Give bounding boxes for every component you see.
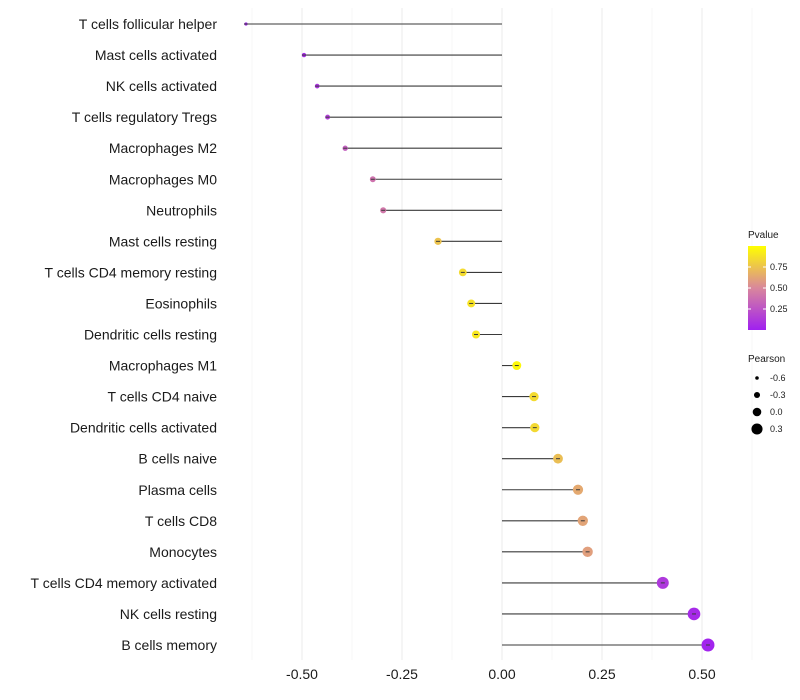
category-label-macrophages-m2: Macrophages M2 bbox=[109, 140, 217, 156]
pvalue-legend-title: Pvalue bbox=[748, 230, 779, 241]
size-legend-label: -0.3 bbox=[770, 390, 786, 400]
category-label-mast-cells-activated: Mast cells activated bbox=[95, 47, 217, 63]
category-label-t-cells-cd8: T cells CD8 bbox=[145, 513, 217, 529]
x-tick-label: -0.50 bbox=[286, 666, 318, 682]
category-label-dendritic-cells-resting: Dendritic cells resting bbox=[84, 327, 217, 343]
category-label-t-cells-cd4-memory-resting: T cells CD4 memory resting bbox=[45, 264, 217, 280]
size-legend-point bbox=[752, 407, 762, 417]
colorbar-tick-label: 0.50 bbox=[770, 283, 788, 293]
points bbox=[244, 22, 715, 652]
category-label-plasma-cells: Plasma cells bbox=[138, 482, 217, 498]
size-legend-label: -0.6 bbox=[770, 373, 786, 383]
category-label-nk-cells-activated: NK cells activated bbox=[106, 78, 217, 94]
category-label-macrophages-m1: Macrophages M1 bbox=[109, 358, 217, 374]
category-label-t-cells-cd4-memory-activated: T cells CD4 memory activated bbox=[31, 575, 217, 591]
size-legend-point bbox=[753, 391, 761, 399]
x-tick-label: 0.00 bbox=[488, 666, 515, 682]
pearson-legend-title: Pearson bbox=[748, 354, 785, 365]
category-label-dendritic-cells-activated: Dendritic cells activated bbox=[70, 420, 217, 436]
category-label-neutrophils: Neutrophils bbox=[146, 202, 217, 218]
x-axis-ticks: -0.50 -0.25 0.00 0.25 0.50 bbox=[286, 666, 716, 682]
pvalue-colorbar bbox=[748, 246, 766, 330]
category-labels: T cells follicular helper Mast cells acti… bbox=[31, 16, 218, 653]
colorbar-tick-label: 0.75 bbox=[770, 262, 788, 272]
colorbar-tick-label: 0.25 bbox=[770, 304, 788, 314]
category-label-t-cells-regulatory-tregs: T cells regulatory Tregs bbox=[72, 109, 217, 125]
category-label-b-cells-naive: B cells naive bbox=[138, 451, 217, 467]
category-label-t-cells-cd4-naive: T cells CD4 naive bbox=[108, 389, 218, 405]
size-legend-point bbox=[755, 376, 759, 380]
category-label-monocytes: Monocytes bbox=[149, 544, 217, 560]
category-label-macrophages-m0: Macrophages M0 bbox=[109, 171, 217, 187]
category-label-t-cells-follicular-helper: T cells follicular helper bbox=[79, 16, 218, 32]
category-label-b-cells-memory: B cells memory bbox=[121, 637, 217, 653]
pearson-legend: Pearson -0.6 -0.3 0.0 0.3 bbox=[748, 354, 786, 435]
category-label-nk-cells-resting: NK cells resting bbox=[120, 606, 217, 622]
x-tick-label: -0.25 bbox=[386, 666, 418, 682]
category-label-mast-cells-resting: Mast cells resting bbox=[109, 233, 217, 249]
pvalue-legend: Pvalue 0.75 0.50 0.25 bbox=[748, 230, 788, 330]
category-label-eosinophils: Eosinophils bbox=[145, 295, 217, 311]
x-tick-label: 0.50 bbox=[688, 666, 715, 682]
x-tick-label: 0.25 bbox=[588, 666, 615, 682]
size-legend-label: 0.0 bbox=[770, 407, 783, 417]
size-legend-label: 0.3 bbox=[770, 424, 783, 434]
size-legend-point bbox=[751, 423, 763, 435]
